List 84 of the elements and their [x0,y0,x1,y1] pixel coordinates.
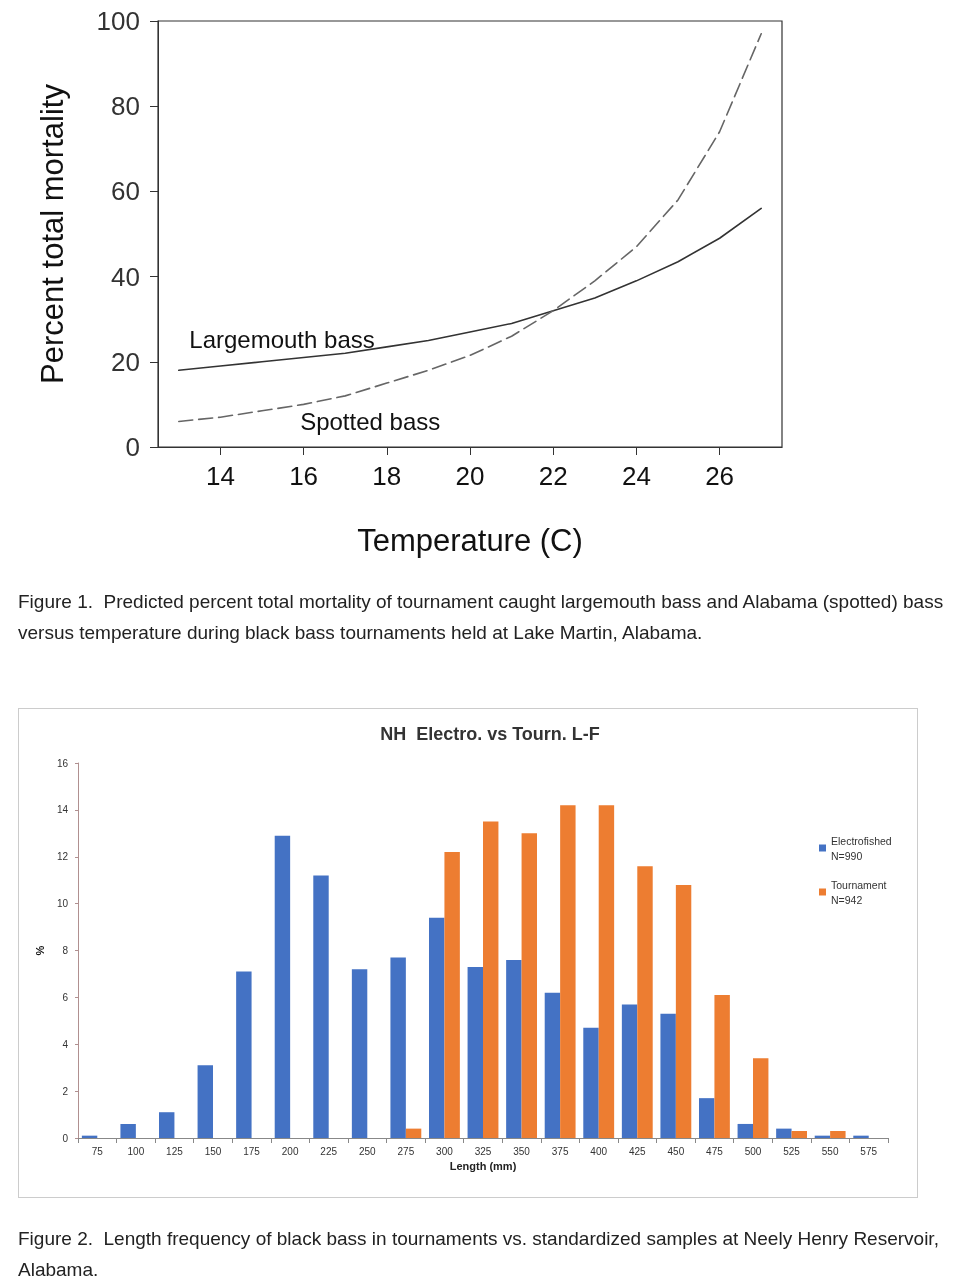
series-label: Spotted bass [300,408,441,436]
x-tick-label: 525 [783,1145,801,1157]
x-tick-label: 575 [860,1145,878,1157]
bar [621,1004,638,1138]
x-tick-label: 24 [621,461,651,491]
chart-title: NH Electro. vs Tourn. L-F [380,724,600,744]
y-tick-label: 2 [62,1085,69,1097]
bar [274,835,291,1138]
y-axis-title: Percent total mortality [35,83,70,384]
y-tick-label: 100 [96,6,140,36]
x-tick-label: 450 [667,1145,685,1157]
y-tick-label: 4 [62,1038,69,1050]
x-axis-title: Temperature (C) [357,523,583,558]
bar [560,805,576,1138]
caption: Figure 1. Predicted percent total mortality of tournament caught largemouth bass and Alabama (spotted) bass versus temperature during black bass tournaments held at Lake Martin, Alabama. [18,591,949,643]
y-tick-label: 16 [56,757,69,769]
x-tick-label: 22 [538,461,568,491]
legend-label: Tournament N=942 [831,878,890,906]
x-tick-label: 16 [289,461,319,491]
bar [737,1123,753,1138]
bar [675,884,692,1138]
x-tick-label: 475 [706,1145,724,1157]
x-tick-label: 425 [628,1145,647,1157]
y-tick-label: 60 [111,176,140,207]
bar [699,1098,715,1138]
y-tick-label: 80 [111,91,140,122]
x-tick-label: 300 [436,1145,454,1157]
bar [544,992,561,1138]
bar [753,1058,769,1138]
x-tick-label: 375 [551,1145,569,1157]
y-tick-label: 0 [62,1132,69,1144]
x-axis-title: Length (mm) [449,1160,517,1173]
bar [791,1130,807,1138]
bar [660,1013,676,1138]
y-tick-label: 6 [62,991,69,1003]
bar [405,1128,422,1138]
bar [521,833,537,1138]
bar [390,957,406,1138]
bar [197,1065,213,1138]
bar [830,1130,846,1138]
line-series [178,207,762,372]
x-tick-label: 225 [320,1145,338,1157]
y-axis-title: % [34,945,47,956]
bar [583,1027,599,1138]
x-tick-label: 75 [91,1145,104,1157]
y-tick-label: 14 [56,804,69,816]
bar [598,805,615,1138]
y-tick-label: 20 [111,346,140,377]
x-tick-label: 26 [705,461,735,491]
bar [637,866,653,1138]
x-tick-label: 400 [590,1145,608,1157]
x-tick-label: 350 [513,1145,531,1157]
bar [506,959,522,1138]
y-tick-label: 8 [62,945,69,956]
y-tick-label: 12 [56,851,69,863]
x-tick-label: 18 [372,461,402,491]
bar [236,971,252,1138]
x-tick-label: 20 [455,461,485,491]
bar [444,852,460,1138]
bar [120,1123,136,1138]
bar [313,875,329,1138]
x-tick-label: 175 [243,1145,261,1157]
legend-label: Electrofished N=990 [831,834,895,862]
x-tick-label: 500 [744,1145,762,1157]
x-tick-label: 275 [397,1145,415,1157]
bar [776,1128,792,1138]
x-tick-label: 325 [474,1145,492,1157]
bar [159,1112,175,1138]
bar [467,966,483,1138]
series-label: Largemouth bass [189,326,375,354]
y-tick-label: 0 [125,432,140,462]
x-tick-label: 14 [205,461,235,491]
y-tick-label: 40 [111,261,140,292]
x-tick-label: 550 [821,1145,839,1157]
caption: Figure 2. Length frequency of black bass in tournaments vs. standardized samples at Neely Henry Reservoir, Alabama. [18,1228,945,1280]
y-tick-label: 10 [56,898,69,910]
x-tick-label: 250 [358,1145,377,1157]
x-tick-label: 150 [204,1145,222,1157]
bar [429,917,445,1138]
x-tick-label: 200 [281,1145,299,1157]
bar [714,995,730,1138]
x-tick-label: 125 [166,1145,184,1157]
bar [351,969,368,1138]
bar [483,821,499,1138]
